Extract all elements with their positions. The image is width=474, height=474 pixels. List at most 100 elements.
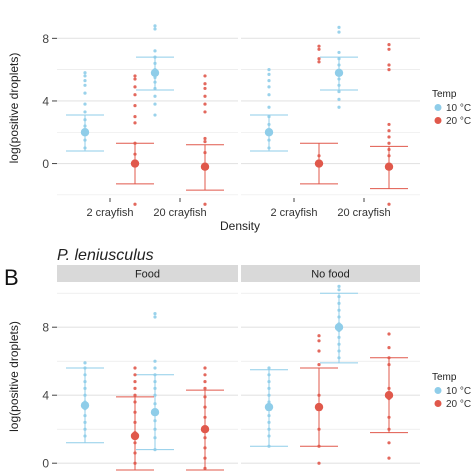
data-point <box>387 456 391 460</box>
mean-point <box>80 128 90 137</box>
data-point <box>387 129 391 133</box>
data-point <box>387 63 391 67</box>
x-tick-label: 2 crayfish <box>86 207 133 219</box>
data-point <box>153 49 157 53</box>
facet-panel <box>57 18 238 198</box>
data-point <box>133 380 137 384</box>
data-point <box>203 82 207 86</box>
legend-entry: 10 °C <box>446 103 471 114</box>
mean-point <box>314 159 324 168</box>
y-tick-label: 8 <box>42 321 49 335</box>
legend-title: Temp <box>432 89 457 100</box>
mean-point <box>80 401 90 410</box>
data-point <box>203 136 207 141</box>
data-point <box>317 44 321 48</box>
data-point <box>153 359 157 363</box>
data-point <box>387 141 391 145</box>
mean-point <box>200 162 210 171</box>
x-tick-label: 20 crayfish <box>153 207 206 219</box>
data-point <box>83 79 87 83</box>
data-point <box>317 47 321 51</box>
legend-entry: 20 °C <box>446 116 471 127</box>
y-axis-label: log(positive droplets) <box>7 53 21 164</box>
legend-swatch <box>434 104 442 111</box>
data-point <box>267 85 271 89</box>
mean-point <box>200 425 210 434</box>
data-point <box>267 72 271 76</box>
panel-label: B <box>4 265 19 290</box>
data-point <box>153 315 157 319</box>
data-point <box>153 27 157 31</box>
mean-point <box>334 68 344 77</box>
data-point <box>203 366 207 370</box>
data-point <box>387 47 391 51</box>
data-point <box>203 110 207 114</box>
data-point <box>317 57 321 61</box>
data-point <box>133 74 137 78</box>
data-point <box>203 380 207 384</box>
data-point <box>133 373 137 377</box>
data-point <box>133 93 137 97</box>
y-tick-label: 0 <box>42 157 49 171</box>
facet-strip <box>241 265 420 282</box>
data-point <box>203 202 207 206</box>
legend-swatch <box>434 117 442 124</box>
data-point <box>203 386 207 390</box>
data-point <box>83 74 87 78</box>
x-axis-label: Density <box>220 219 260 233</box>
y-tick-label: 8 <box>42 32 49 46</box>
data-point <box>83 91 87 95</box>
data-point <box>153 366 157 370</box>
mean-point <box>150 408 160 417</box>
data-point <box>133 202 137 206</box>
data-point <box>387 346 391 350</box>
mean-point <box>384 162 394 171</box>
data-point <box>267 366 271 370</box>
facet-panel <box>241 283 420 470</box>
y-axis-label: log(positive droplets) <box>7 321 21 432</box>
data-point <box>337 89 341 94</box>
data-point <box>153 94 157 98</box>
mean-point <box>314 402 324 412</box>
data-point <box>203 74 207 78</box>
data-point <box>153 102 157 106</box>
y-tick-label: 4 <box>42 94 49 108</box>
data-point <box>267 105 271 109</box>
data-point <box>337 105 341 109</box>
x-tick-label: 2 crayfish <box>270 207 317 219</box>
legend-title: Temp <box>432 372 457 383</box>
facet-strip <box>57 265 238 282</box>
data-point <box>133 386 137 390</box>
data-point <box>83 71 87 75</box>
data-point <box>133 77 137 81</box>
data-point <box>133 104 137 108</box>
data-point <box>267 79 271 83</box>
data-point <box>337 50 341 55</box>
data-point <box>133 115 137 119</box>
facet-strip-label: Food <box>135 269 160 281</box>
data-point <box>387 202 391 206</box>
data-point <box>153 312 157 316</box>
mean-point <box>264 128 274 137</box>
mean-point <box>384 391 394 400</box>
data-point <box>337 97 341 101</box>
mean-point <box>264 402 274 412</box>
legend-swatch <box>434 400 442 407</box>
data-point <box>337 284 341 288</box>
data-point <box>317 349 321 353</box>
mean-point <box>150 68 160 77</box>
facet-panel <box>57 283 238 470</box>
data-point <box>337 30 341 34</box>
mean-point <box>130 159 140 168</box>
data-point <box>317 334 321 338</box>
legend-entry: 20 °C <box>446 399 471 410</box>
data-point <box>387 68 391 72</box>
data-point <box>203 94 207 98</box>
y-tick-label: 4 <box>42 389 49 403</box>
data-point <box>317 339 321 343</box>
data-point <box>133 121 137 125</box>
data-point <box>133 85 137 89</box>
data-point <box>133 393 137 397</box>
data-point <box>133 366 137 370</box>
